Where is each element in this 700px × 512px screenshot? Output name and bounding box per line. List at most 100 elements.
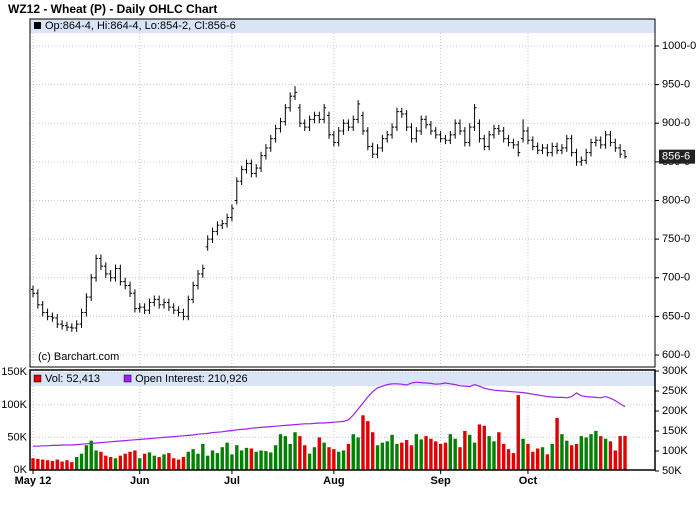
volume-bar [555,417,559,470]
volume-bar [65,460,69,470]
volume-bar [138,458,142,470]
x-tick-label: Sep [431,475,451,487]
volume-bar [94,450,98,470]
volume-bar [395,443,399,470]
volume-bar [128,451,132,470]
y-tick-label: 650-0 [662,310,690,322]
volume-bar [50,460,55,470]
volume-bar [176,459,181,470]
volume-bar [438,443,443,470]
volume-bar [84,445,89,470]
volume-bar [307,453,312,470]
volume-bar [172,458,176,470]
volume-bar [108,456,113,470]
volume-bar [545,454,550,470]
volume-bar [210,450,215,470]
y-tick-label: 600-0 [662,349,690,361]
legend-strip [30,372,655,386]
last-price-box [659,149,695,164]
x-tick-label: Aug [323,475,344,487]
volume-bar [36,458,40,470]
volume-bar [361,415,365,470]
volume-bar [346,443,351,470]
volume-bar [487,436,491,470]
volume-bar [618,436,622,470]
volume-bar [278,434,283,470]
y2-tick-label: 200K [662,405,688,417]
volume-bar [254,451,258,470]
volume-bar [594,430,598,470]
volume-bar [560,434,564,470]
volume-bar [162,454,166,470]
volume-bar [249,448,254,470]
x-tick-label: Oct [519,475,538,487]
y2-tick-label: 100K [662,445,688,457]
volume-bar [458,447,462,470]
volume-bar [235,445,239,470]
volume-bar [569,445,574,470]
volume-bar [157,456,161,470]
volume-bar [400,442,404,470]
volume-bar [613,450,617,470]
volume-bar [584,437,588,470]
volume-bar [273,445,278,470]
volume-bar [506,449,511,470]
volume-bar [123,453,127,470]
volume-bar [55,459,59,470]
volume-bar [390,434,394,470]
open-interest-line [33,381,626,447]
volume-bar [181,456,186,470]
volume-bar [380,442,385,470]
volume-bar [298,436,302,470]
volume-bar [239,450,244,470]
y-tick-label: 0K [14,464,28,476]
volume-bar [205,455,210,470]
volume-bar [312,447,317,470]
volume-bar [99,451,103,470]
legend-swatch [123,374,132,383]
volume-bar [443,442,448,470]
volume-bar [550,443,554,470]
volume-bar [31,458,35,470]
volume-bar [191,449,195,470]
chart-title: WZ12 - Wheat (P) - Daily OHLC Chart [8,2,217,16]
volume-bar [477,424,482,470]
volume-bar [337,451,341,470]
volume-bar [332,449,336,470]
y2-tick-label: 300K [662,365,688,377]
volume-bar [147,452,152,470]
ohlc-legend: Op:864-4, Hi:864-4, Lo:854-2, Cl:856-6 [45,20,236,32]
price-frame [29,18,656,368]
volume-bar [288,443,292,470]
volume-bar [599,436,603,470]
legend-strip [30,19,655,33]
y2-tick-label: 250K [662,385,688,397]
volume-bar [540,447,545,470]
volume-bar [482,425,486,470]
volume-bar [167,453,171,470]
volume-bar [341,450,346,470]
x-tick-label: Jun [130,475,150,487]
volume-bar [565,440,569,470]
volume-bar [526,443,530,470]
volume-bar [186,451,190,470]
volume-bar [113,458,118,470]
volume-bar [283,436,288,470]
volume-bar [497,432,501,470]
volume-bar [152,455,157,470]
volume-bar [370,432,375,470]
legend-swatch [34,22,41,29]
y-tick-label: 150K [1,366,27,378]
volume-bar [322,442,326,470]
volume-bar [356,437,360,470]
volume-bar [472,442,477,470]
volume-bar [45,460,50,470]
volume-bar [269,452,273,470]
volume-bar [501,443,506,470]
y-tick-label: 800-0 [662,194,690,206]
volume-bar [511,453,516,470]
volume-bar [89,440,93,470]
volume-bar [419,439,423,470]
